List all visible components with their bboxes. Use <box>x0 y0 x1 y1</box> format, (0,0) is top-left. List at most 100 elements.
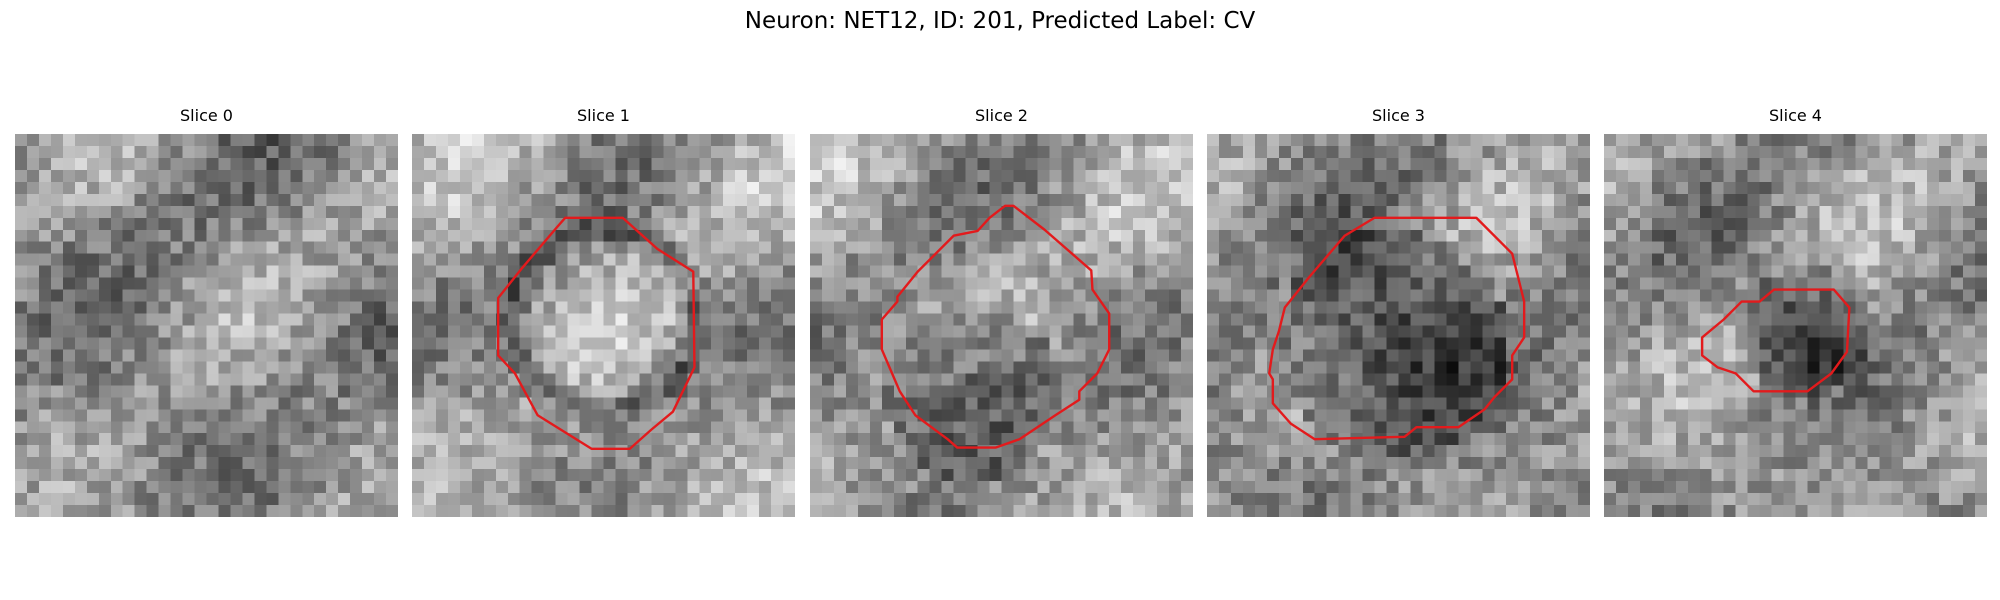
pixel <box>579 313 592 326</box>
pixel <box>953 385 966 398</box>
pixel <box>759 469 772 482</box>
pixel <box>218 361 231 374</box>
pixel <box>759 457 772 470</box>
pixel <box>1181 373 1193 386</box>
pixel <box>1386 445 1399 458</box>
pixel <box>1278 181 1292 195</box>
pixel <box>254 301 267 314</box>
pixel <box>783 361 795 374</box>
pixel <box>1181 505 1193 517</box>
pixel <box>230 385 243 398</box>
pixel <box>965 145 978 159</box>
pixel <box>1133 457 1146 470</box>
pixel <box>1530 373 1543 386</box>
pixel <box>1290 481 1303 494</box>
pixel <box>1627 253 1641 266</box>
pixel <box>567 349 580 362</box>
pixel <box>1001 145 1014 159</box>
pixel <box>278 193 291 207</box>
pixel <box>1422 265 1435 278</box>
pixel <box>905 481 918 494</box>
pixel <box>374 253 387 266</box>
pixel <box>1903 265 1916 278</box>
pixel <box>362 325 375 338</box>
pixel <box>158 289 171 302</box>
pixel <box>62 505 76 517</box>
pixel <box>699 157 712 171</box>
pixel <box>1795 445 1808 458</box>
pixel <box>495 157 508 171</box>
pixel <box>1073 181 1086 195</box>
pixel <box>350 373 363 386</box>
pixel <box>1398 181 1411 195</box>
pixel <box>1891 349 1904 362</box>
pixel <box>26 134 40 147</box>
pixel <box>206 361 219 374</box>
pixel <box>471 373 485 386</box>
pixel <box>833 481 847 494</box>
pixel <box>663 493 676 506</box>
pixel <box>1975 433 1987 446</box>
pixel <box>1169 229 1182 242</box>
pixel <box>242 277 255 290</box>
pixel <box>218 373 231 386</box>
pixel <box>1627 241 1641 254</box>
pixel <box>857 169 871 183</box>
pixel <box>929 145 942 159</box>
pixel <box>699 301 712 314</box>
pixel <box>242 493 255 506</box>
pixel <box>386 385 398 398</box>
pixel <box>50 229 64 242</box>
pixel <box>1530 181 1543 195</box>
pixel <box>1891 134 1904 147</box>
pixel <box>447 337 461 350</box>
pixel <box>158 193 171 207</box>
pixel <box>1530 205 1543 219</box>
pixel <box>38 217 52 230</box>
pixel <box>1338 145 1351 159</box>
pixel <box>1795 373 1808 386</box>
pixel <box>74 157 88 171</box>
pixel <box>1037 361 1050 374</box>
pixel <box>941 289 954 302</box>
pixel <box>675 481 688 494</box>
pixel <box>711 457 724 470</box>
pixel <box>579 181 592 195</box>
pixel <box>74 229 88 242</box>
pixel <box>1651 289 1665 302</box>
pixel <box>1627 205 1641 219</box>
pixel <box>170 145 183 159</box>
pixel <box>1362 421 1375 434</box>
pixel <box>1939 289 1952 302</box>
pixel <box>1604 445 1617 458</box>
pixel <box>170 469 183 482</box>
pixel <box>1109 481 1122 494</box>
pixel <box>543 217 556 230</box>
pixel <box>1771 409 1784 422</box>
pixel <box>1097 313 1110 326</box>
pixel <box>965 241 978 254</box>
pixel <box>1001 349 1014 362</box>
pixel <box>1639 134 1653 147</box>
pixel <box>687 145 700 159</box>
pixel <box>254 193 267 207</box>
pixel <box>266 361 279 374</box>
pixel <box>242 253 255 266</box>
pixel <box>1362 373 1375 386</box>
pixel <box>362 481 375 494</box>
pixel <box>1927 301 1940 314</box>
pixel <box>1723 337 1736 350</box>
pixel <box>26 145 40 159</box>
pixel <box>110 481 123 494</box>
pixel <box>1927 145 1940 159</box>
pixel <box>1578 253 1590 266</box>
pixel <box>1963 253 1976 266</box>
pixel <box>423 337 437 350</box>
pixel <box>1963 265 1976 278</box>
pixel <box>1807 217 1820 230</box>
pixel <box>1554 205 1567 219</box>
pixel <box>278 361 291 374</box>
pixel <box>1639 241 1653 254</box>
pixel <box>254 421 267 434</box>
pixel <box>1747 253 1760 266</box>
